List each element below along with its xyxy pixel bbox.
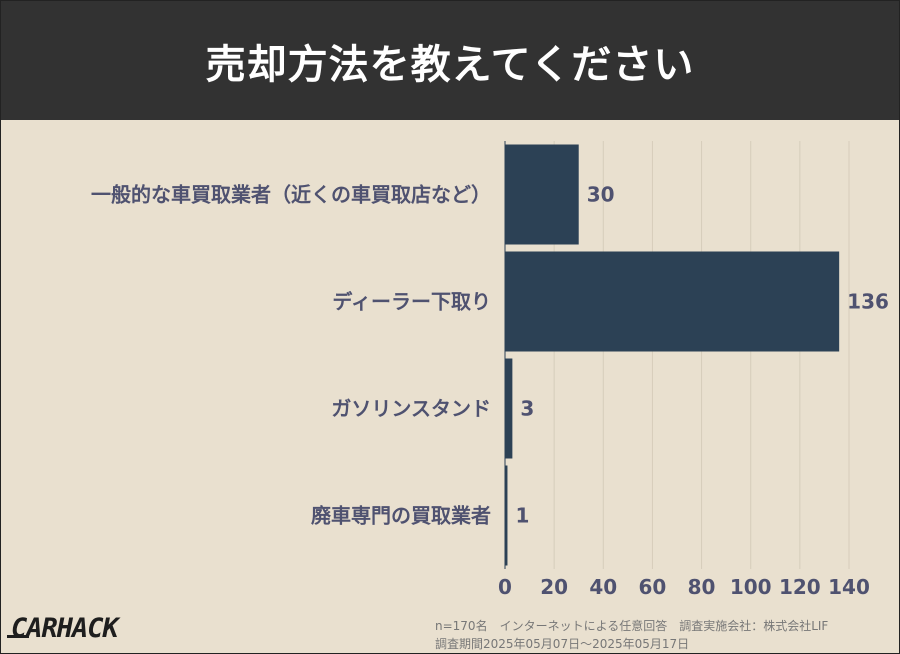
title-bar: 売却方法を教えてください (1, 1, 899, 120)
chart-title: 売却方法を教えてください (205, 41, 695, 88)
x-tick-label: 140 (828, 575, 870, 599)
survey-note: n=170名 インターネットによる任意回答 調査実施会社：株式会社LIF (435, 619, 829, 633)
survey-period: 調査期間2025年05月07日〜2025年05月17日 (435, 637, 690, 651)
category-label: ディーラー下取り (332, 290, 491, 314)
bar (505, 358, 513, 459)
x-tick-label: 0 (498, 575, 512, 599)
bar (505, 144, 579, 245)
category-label: ガソリンスタンド (331, 397, 491, 421)
x-tick-label: 20 (540, 575, 568, 599)
value-label: 3 (520, 397, 534, 421)
x-tick-label: 80 (688, 575, 716, 599)
value-label: 136 (847, 290, 889, 314)
value-label: 1 (515, 504, 529, 528)
x-tick-label: 120 (779, 575, 821, 599)
value-label: 30 (587, 183, 615, 207)
category-label: 廃車専門の買取業者 (311, 504, 491, 528)
x-tick-label: 40 (589, 575, 617, 599)
bar (505, 465, 508, 566)
category-label: 一般的な車買取業者（近くの車買取店など） (91, 183, 491, 207)
x-tick-label: 60 (639, 575, 667, 599)
carhack-logo: CARHACK (7, 613, 119, 644)
bar (505, 251, 840, 352)
x-tick-label: 100 (730, 575, 772, 599)
